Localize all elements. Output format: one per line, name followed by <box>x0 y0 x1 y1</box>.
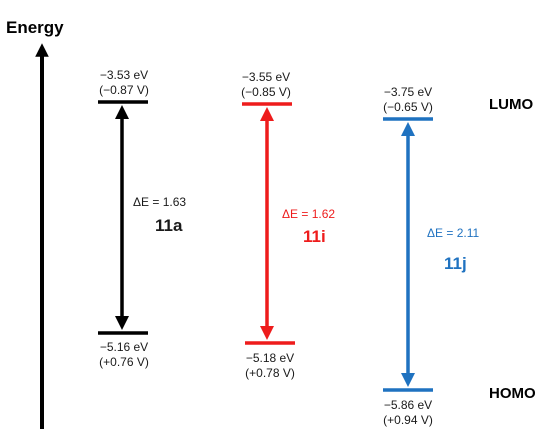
compound-label-11i: 11i <box>303 227 326 246</box>
energy-axis-label: Energy <box>6 18 64 37</box>
lumo-side-label: LUMO <box>489 96 534 113</box>
lumo-energy-11i: −3.55 eV <box>241 70 291 84</box>
lumo-potential-11a: (−0.87 V) <box>99 83 149 97</box>
homo-side-label: HOMO <box>489 385 536 402</box>
compound-label-11a: 11a <box>155 216 183 235</box>
homo-potential-11i: (+0.78 V) <box>245 366 295 380</box>
homo-potential-11a: (+0.76 V) <box>99 355 149 369</box>
lumo-energy-11j: −3.75 eV <box>383 85 433 99</box>
gap-label-11a: ΔE = 1.63 <box>133 195 187 209</box>
gap-label-11i: ΔE = 1.62 <box>282 207 336 221</box>
compound-label-11j: 11j <box>444 254 467 273</box>
lumo-potential-11i: (−0.85 V) <box>241 85 291 99</box>
lumo-energy-11a: −3.53 eV <box>99 68 149 82</box>
gap-label-11j: ΔE = 2.11 <box>427 226 480 240</box>
lumo-potential-11j: (−0.65 V) <box>383 100 433 114</box>
homo-energy-11j: −5.86 eV <box>383 398 433 412</box>
homo-energy-11i: −5.18 eV <box>245 351 295 365</box>
homo-potential-11j: (+0.94 V) <box>383 413 433 427</box>
homo-energy-11a: −5.16 eV <box>99 340 149 354</box>
